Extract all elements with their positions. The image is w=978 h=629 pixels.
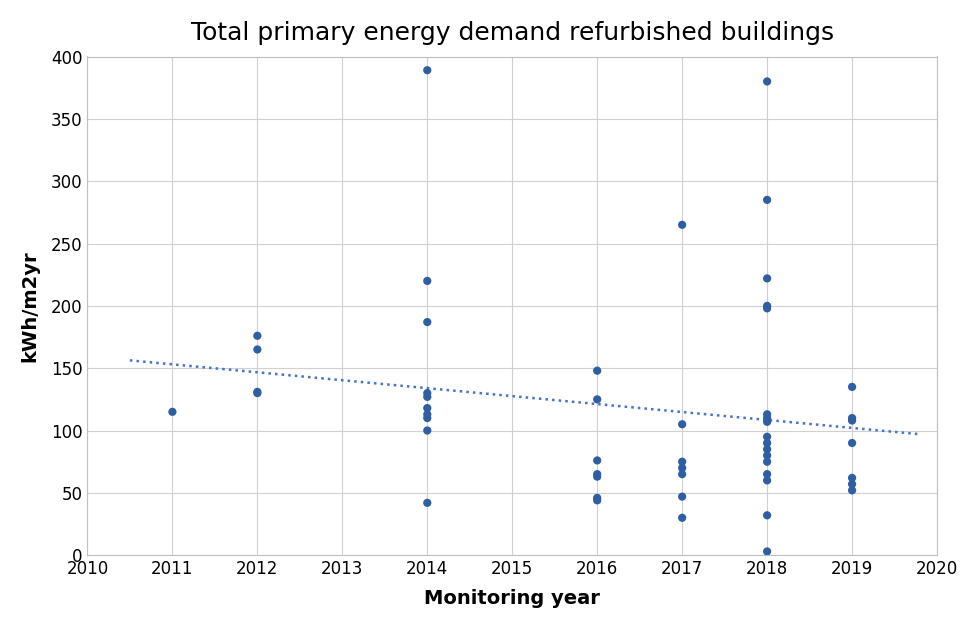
Point [759,510,775,520]
Point [419,498,434,508]
Point [759,417,775,427]
Point [843,382,859,392]
Point [419,276,434,286]
Point [589,469,604,479]
Point [674,469,689,479]
Point [674,220,689,230]
Point [759,450,775,460]
Point [843,473,859,483]
Point [759,457,775,467]
Point [589,455,604,465]
Point [249,387,265,397]
Point [419,392,434,402]
Point [589,394,604,404]
Point [419,403,434,413]
Point [843,486,859,496]
Point [759,413,775,423]
Point [589,493,604,503]
Point [843,438,859,448]
Point [589,472,604,482]
Point [759,476,775,486]
Point [759,469,775,479]
Point [419,409,434,420]
Point [419,65,434,75]
X-axis label: Monitoring year: Monitoring year [423,589,600,608]
Title: Total primary energy demand refurbished buildings: Total primary energy demand refurbished … [191,21,833,45]
Point [759,76,775,86]
Y-axis label: kWh/m2yr: kWh/m2yr [21,250,40,362]
Point [759,438,775,448]
Point [843,413,859,423]
Point [759,547,775,557]
Point [843,479,859,489]
Point [674,420,689,430]
Point [589,495,604,505]
Point [674,457,689,467]
Point [759,195,775,205]
Point [674,513,689,523]
Point [759,274,775,284]
Point [249,345,265,355]
Point [249,331,265,341]
Point [164,407,180,417]
Point [759,444,775,454]
Point [419,413,434,423]
Point [759,431,775,442]
Point [759,409,775,420]
Point [419,388,434,398]
Point [249,388,265,398]
Point [419,317,434,327]
Point [674,492,689,502]
Point [589,365,604,376]
Point [419,425,434,435]
Point [674,463,689,473]
Point [759,303,775,313]
Point [759,301,775,311]
Point [843,416,859,426]
